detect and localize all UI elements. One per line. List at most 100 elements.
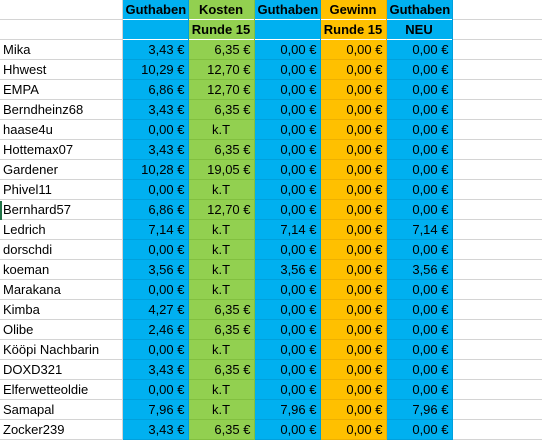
cell-guthaben-neu[interactable]: 0,00 € [386,179,453,200]
cell-kosten[interactable]: 6,35 € [188,319,255,340]
cell-name[interactable]: Mika [0,39,123,60]
cell-guthaben[interactable]: 3,43 € [122,139,189,160]
cell-guthaben-2[interactable]: 0,00 € [254,339,321,360]
cell-gewinn[interactable]: 0,00 € [320,319,387,340]
cell-gewinn[interactable]: 0,00 € [320,379,387,400]
cell-empty[interactable] [452,419,542,440]
cell-empty[interactable] [452,259,542,280]
cell-guthaben-2[interactable]: 0,00 € [254,199,321,220]
cell-gewinn[interactable]: 0,00 € [320,99,387,120]
cell-empty[interactable] [452,139,542,160]
cell-empty[interactable] [452,219,542,240]
cell-gewinn[interactable]: 0,00 € [320,179,387,200]
cell-name[interactable]: Olibe [0,319,123,340]
cell-gewinn[interactable]: 0,00 € [320,139,387,160]
cell-gewinn[interactable]: 0,00 € [320,219,387,240]
cell-guthaben-neu[interactable]: 7,96 € [386,399,453,420]
cell-guthaben-2[interactable]: 7,96 € [254,399,321,420]
cell-name[interactable]: haase4u [0,119,123,140]
cell-guthaben-neu[interactable]: 0,00 € [386,359,453,380]
cell-guthaben-2[interactable]: 0,00 € [254,379,321,400]
cell-guthaben-neu[interactable]: 0,00 € [386,419,453,440]
cell-kosten[interactable]: k.T [188,259,255,280]
cell-name[interactable]: Ledrich [0,219,123,240]
cell-kosten[interactable]: 6,35 € [188,139,255,160]
header2-cell-name[interactable] [0,19,123,40]
cell-empty[interactable] [452,239,542,260]
cell-name[interactable]: Bernhard57 [0,199,123,220]
cell-name[interactable]: Kööpi Nachbarin [0,339,123,360]
cell-kosten[interactable]: k.T [188,239,255,260]
cell-empty[interactable] [452,179,542,200]
cell-guthaben[interactable]: 3,43 € [122,359,189,380]
cell-guthaben-2[interactable]: 0,00 € [254,359,321,380]
cell-kosten[interactable]: 6,35 € [188,39,255,60]
cell-guthaben[interactable]: 0,00 € [122,239,189,260]
cell-empty[interactable] [452,119,542,140]
cell-name[interactable]: Phivel11 [0,179,123,200]
cell-kosten[interactable]: 6,35 € [188,99,255,120]
cell-guthaben-2[interactable]: 0,00 € [254,279,321,300]
cell-guthaben-neu[interactable]: 0,00 € [386,379,453,400]
header-kosten[interactable]: Kosten [188,0,255,20]
cell-empty[interactable] [452,379,542,400]
cell-kosten[interactable]: 6,35 € [188,359,255,380]
header2-guthaben[interactable] [122,19,189,40]
cell-empty[interactable] [452,359,542,380]
cell-kosten[interactable]: k.T [188,339,255,360]
cell-kosten[interactable]: k.T [188,219,255,240]
cell-empty[interactable] [452,59,542,80]
cell-gewinn[interactable]: 0,00 € [320,159,387,180]
cell-name[interactable]: koeman [0,259,123,280]
cell-name[interactable]: Kimba [0,299,123,320]
header2-guthaben-2[interactable] [254,19,321,40]
cell-empty[interactable] [452,199,542,220]
cell-name[interactable]: EMPA [0,79,123,100]
cell-kosten[interactable]: 12,70 € [188,199,255,220]
cell-gewinn[interactable]: 0,00 € [320,39,387,60]
cell-kosten[interactable]: 12,70 € [188,79,255,100]
cell-kosten[interactable]: k.T [188,179,255,200]
header-guthaben-neu[interactable]: Guthaben [386,0,453,20]
cell-empty[interactable] [452,159,542,180]
cell-gewinn[interactable]: 0,00 € [320,59,387,80]
cell-gewinn[interactable]: 0,00 € [320,279,387,300]
cell-empty[interactable] [452,339,542,360]
cell-name[interactable]: Samapal [0,399,123,420]
cell-guthaben-neu[interactable]: 0,00 € [386,119,453,140]
cell-name[interactable]: Elferwetteoldie [0,379,123,400]
cell-guthaben[interactable]: 10,28 € [122,159,189,180]
cell-kosten[interactable]: k.T [188,399,255,420]
cell-guthaben-2[interactable]: 0,00 € [254,299,321,320]
cell-guthaben[interactable]: 3,56 € [122,259,189,280]
cell-empty[interactable] [452,279,542,300]
cell-guthaben[interactable]: 0,00 € [122,119,189,140]
cell-guthaben-2[interactable]: 0,00 € [254,39,321,60]
cell-guthaben-neu[interactable]: 0,00 € [386,279,453,300]
cell-guthaben-neu[interactable]: 0,00 € [386,59,453,80]
cell-gewinn[interactable]: 0,00 € [320,339,387,360]
cell-guthaben-2[interactable]: 0,00 € [254,79,321,100]
cell-name[interactable]: DOXD321 [0,359,123,380]
header2-kosten-runde[interactable]: Runde 15 [188,19,255,40]
cell-guthaben[interactable]: 7,14 € [122,219,189,240]
cell-name[interactable]: dorschdi [0,239,123,260]
header-gewinn[interactable]: Gewinn [320,0,387,20]
cell-guthaben-2[interactable]: 0,00 € [254,419,321,440]
cell-kosten[interactable]: 19,05 € [188,159,255,180]
cell-empty[interactable] [452,99,542,120]
cell-guthaben-2[interactable]: 0,00 € [254,59,321,80]
cell-name[interactable]: Gardener [0,159,123,180]
header2-gewinn-runde[interactable]: Runde 15 [320,19,387,40]
cell-name[interactable]: Hottemax07 [0,139,123,160]
cell-gewinn[interactable]: 0,00 € [320,259,387,280]
cell-gewinn[interactable]: 0,00 € [320,199,387,220]
cell-guthaben-neu[interactable]: 0,00 € [386,79,453,100]
cell-name[interactable]: Hhwest [0,59,123,80]
header-guthaben[interactable]: Guthaben [122,0,189,20]
cell-guthaben-neu[interactable]: 3,56 € [386,259,453,280]
cell-guthaben-2[interactable]: 3,56 € [254,259,321,280]
cell-guthaben-2[interactable]: 0,00 € [254,159,321,180]
cell-kosten[interactable]: k.T [188,119,255,140]
cell-gewinn[interactable]: 0,00 € [320,119,387,140]
